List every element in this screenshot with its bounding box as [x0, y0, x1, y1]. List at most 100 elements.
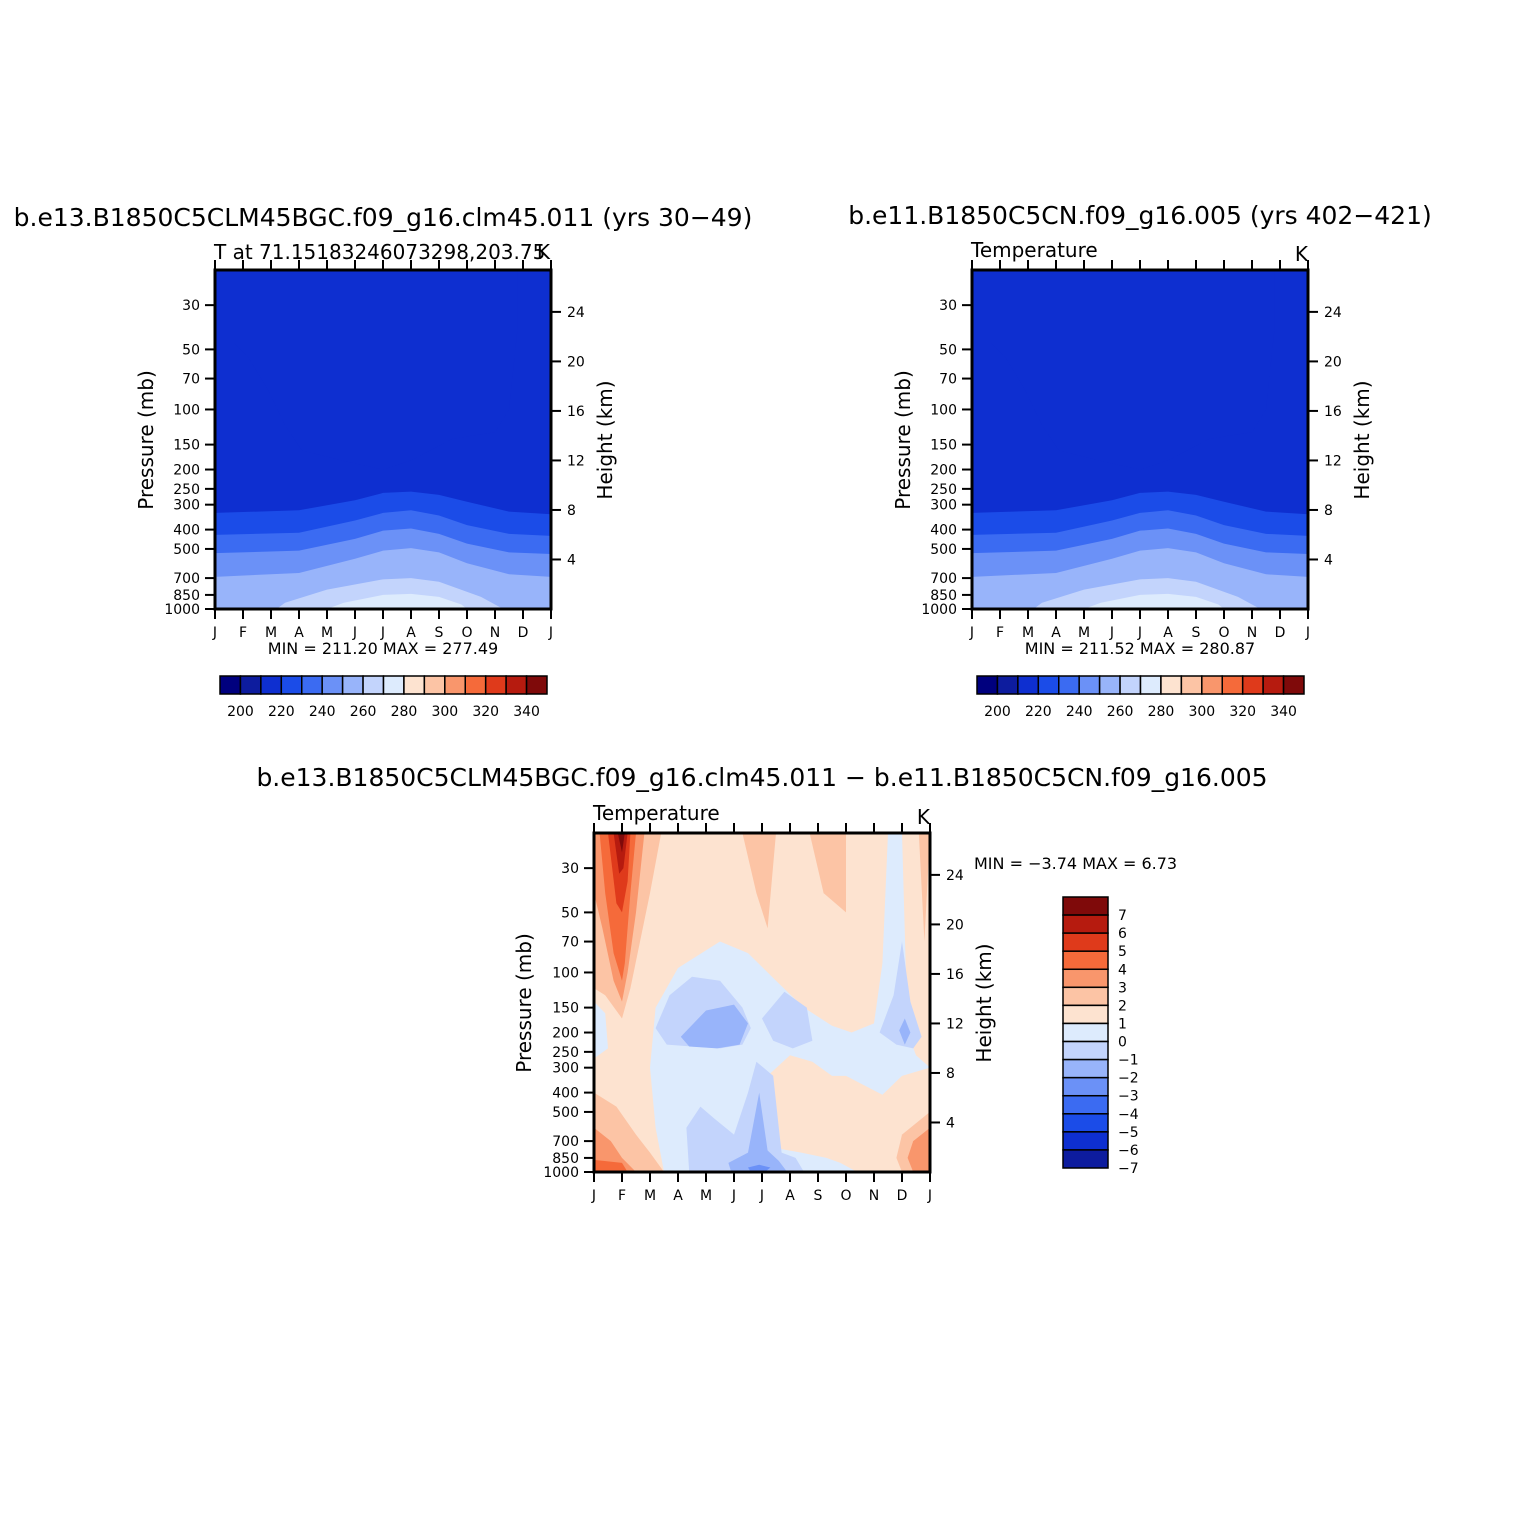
colorbar-label: 280 — [1148, 704, 1175, 720]
colorbar-label: −1 — [1118, 1053, 1139, 1069]
y2-tick-label: 12 — [1324, 453, 1342, 469]
contour-band — [594, 1159, 628, 1172]
x-tick-label: J — [731, 1188, 736, 1204]
colorbar-label: 220 — [1025, 704, 1052, 720]
colorbar-label: 300 — [1188, 704, 1215, 720]
y2-tick-label: 16 — [567, 404, 585, 420]
panel1-units: K — [537, 240, 551, 264]
y-tick-label: 1000 — [543, 1165, 579, 1181]
colorbar-swatch — [1119, 675, 1142, 695]
x-tick-label: J — [1137, 625, 1142, 641]
y-tick-label: 850 — [173, 588, 200, 604]
y-tick-label: 700 — [552, 1134, 579, 1150]
colorbar-label: 340 — [1270, 704, 1297, 720]
y2-tick-label: 24 — [1324, 305, 1342, 321]
y-tick-label: 850 — [930, 588, 957, 604]
panel2-ylabel: Pressure (mb) — [891, 370, 915, 510]
y-tick-label: 500 — [930, 542, 957, 558]
colorbar-swatch — [1062, 896, 1109, 916]
colorbar-swatch — [1160, 675, 1183, 695]
x-tick-label: O — [461, 625, 472, 641]
colorbar-swatch — [280, 675, 303, 695]
x-tick-label: J — [1109, 625, 1114, 641]
panel1-subtitle: T at 71.15183246073298,203.75 — [213, 240, 545, 264]
colorbar-label: 0 — [1118, 1035, 1127, 1051]
x-tick-label: A — [406, 625, 416, 641]
contour-band — [686, 1061, 804, 1172]
contour-band — [748, 1164, 771, 1172]
colorbar-swatch — [382, 675, 405, 695]
contour-band — [762, 991, 813, 1049]
colorbar-swatch — [1062, 1040, 1109, 1061]
panel3-minmax: MIN = −3.74 MAX = 6.73 — [974, 854, 1177, 873]
panel2-colorbar: 200 220 240 260 280 300 320 340 — [976, 675, 1305, 720]
y-tick-label: 300 — [930, 498, 957, 514]
x-tick-label: S — [435, 625, 444, 641]
colorbar-swatch — [1139, 675, 1162, 695]
y2-tick-label: 20 — [1324, 354, 1342, 370]
colorbar-swatch — [1058, 675, 1080, 695]
colorbar-swatch — [1098, 675, 1121, 695]
y2-tick-label: 20 — [946, 917, 964, 933]
colorbar-label: 240 — [1066, 704, 1093, 720]
y-tick-label: 700 — [930, 571, 957, 587]
contour-band — [728, 1092, 788, 1172]
contour-band — [988, 270, 1275, 470]
x-tick-label: O — [1218, 625, 1229, 641]
x-tick-label: M — [1022, 625, 1034, 641]
y-tick-label: 500 — [552, 1105, 579, 1121]
colorbar-label: 2 — [1118, 998, 1127, 1014]
colorbar-swatch — [1062, 1022, 1109, 1043]
colorbar-swatch — [1062, 1131, 1109, 1151]
x-tick-label: M — [265, 625, 277, 641]
y-tick-label: 200 — [173, 463, 200, 479]
y-tick-label: 100 — [552, 965, 579, 981]
x-tick-label: A — [1051, 625, 1061, 641]
colorbar-swatch — [1221, 675, 1244, 695]
contour-band — [231, 270, 518, 470]
contour-band — [594, 1001, 608, 1059]
contour-band — [1084, 593, 1224, 609]
x-tick-label: D — [518, 625, 529, 641]
panel2-ylabel-right: Height (km) — [1350, 380, 1374, 499]
y-tick-label: 150 — [173, 438, 200, 454]
y2-tick-label: 12 — [946, 1016, 964, 1032]
colorbar-label: 4 — [1118, 962, 1127, 978]
y-tick-label: 400 — [173, 523, 200, 539]
colorbar-label: 1 — [1118, 1016, 1127, 1032]
colorbar-swatch — [1062, 932, 1109, 952]
colorbar-swatch — [403, 675, 426, 695]
colorbar-swatch — [996, 675, 1019, 695]
x-tick-label: S — [1192, 625, 1201, 641]
x-tick-label: A — [294, 625, 304, 641]
y-tick-label: 250 — [930, 482, 957, 498]
y-tick-label: 850 — [552, 1151, 579, 1167]
x-tick-label: J — [352, 625, 357, 641]
colorbar-swatch — [1062, 968, 1109, 989]
colorbar-label: 260 — [1107, 704, 1134, 720]
y2-tick-label: 12 — [567, 453, 585, 469]
y-tick-label: 1000 — [164, 602, 200, 618]
colorbar-swatch — [1062, 1058, 1109, 1079]
x-tick-label: D — [897, 1188, 908, 1204]
colorbar-swatch — [1078, 675, 1101, 695]
y-tick-label: 100 — [930, 402, 957, 418]
colorbar-label: 340 — [513, 704, 540, 720]
x-tick-label: J — [759, 1188, 764, 1204]
colorbar-label: 3 — [1118, 980, 1127, 996]
panel2-units: K — [1295, 242, 1309, 266]
panel2-minmax: MIN = 211.52 MAX = 280.87 — [1025, 639, 1255, 658]
contour-band — [809, 833, 846, 913]
panel1-minmax: MIN = 211.20 MAX = 277.49 — [268, 639, 498, 658]
colorbar-label: 300 — [431, 704, 458, 720]
y2-tick-label: 4 — [567, 552, 576, 568]
colorbar-swatch — [484, 675, 507, 695]
colorbar-swatch — [1062, 914, 1109, 934]
colorbar-swatch — [1037, 675, 1060, 695]
x-tick-label: A — [1163, 625, 1173, 641]
panel1-colorbar: 200 220 240 260 280 300 320 340 — [219, 675, 548, 720]
